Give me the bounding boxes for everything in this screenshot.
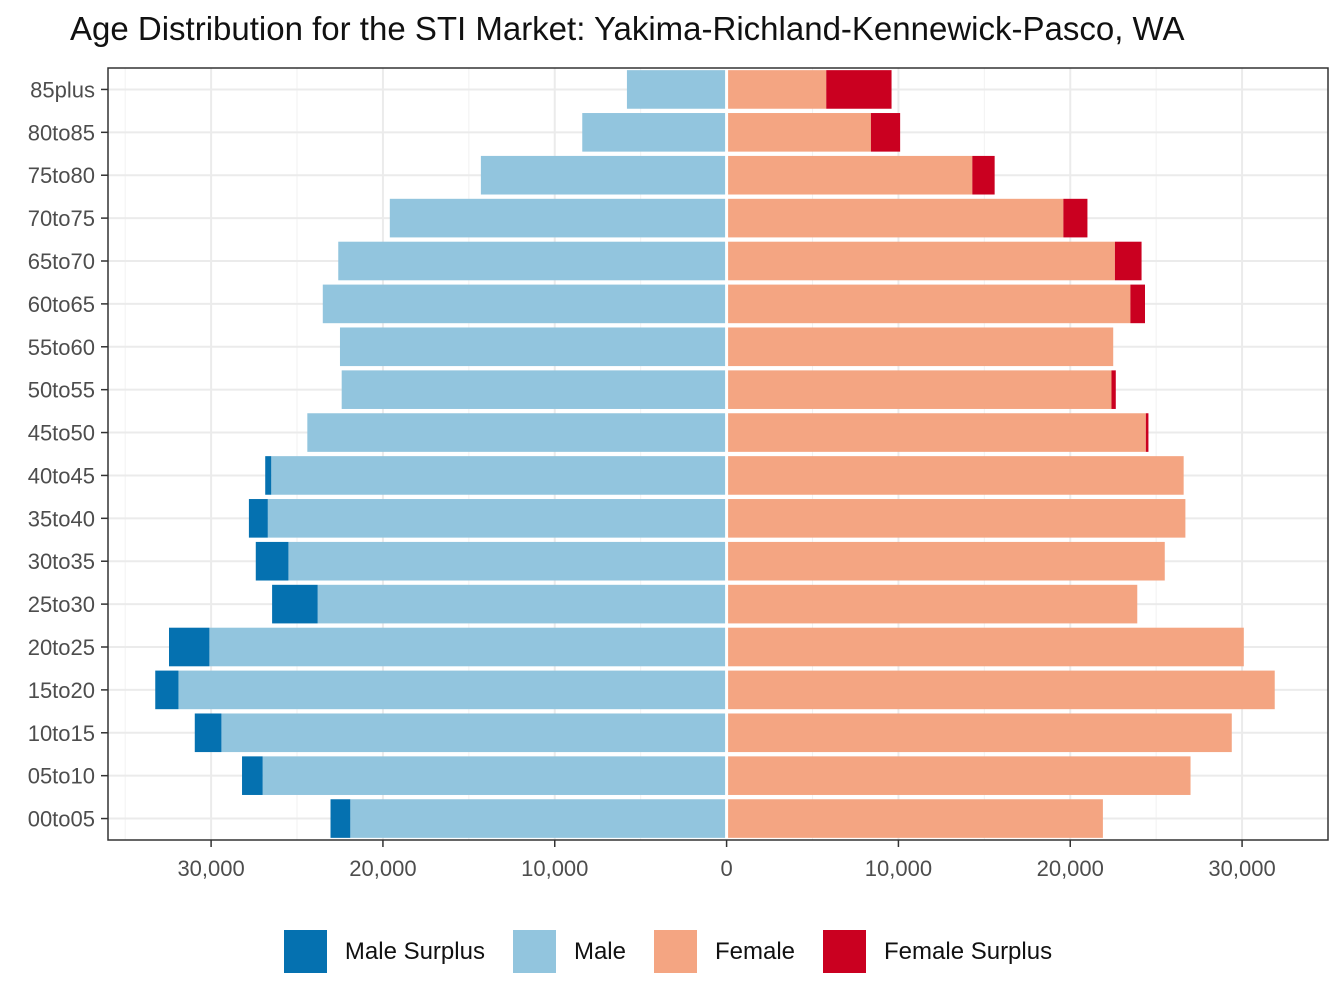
bar-female-surplus [870,113,901,152]
bar-male-surplus [272,584,318,624]
y-tick-label: 80to85 [28,120,95,145]
bar-male-surplus [255,541,289,581]
bar-male [288,541,727,581]
y-tick-label: 45to50 [28,421,95,446]
x-tick-label: 10,000 [521,856,588,881]
bar-male-surplus [248,499,268,538]
legend-item: Male [512,930,634,973]
bar-female [726,198,1064,238]
bar-female [726,456,1184,495]
bar-male [262,756,727,795]
legend-label: Female Surplus [884,937,1053,965]
legend-swatch [653,930,697,973]
bar-male [221,713,727,753]
legend-item: Female Surplus [823,930,1060,973]
bar-female [726,541,1165,581]
y-tick-label: 30to35 [28,549,95,574]
y-tick-label: 70to75 [28,206,95,231]
legend-swatch [823,930,867,973]
y-tick-label: 35to40 [28,506,95,531]
axes: 00to05 05to10 10to15 15to20 20to25 25to30 30to… [28,67,1329,881]
legend-swatch [512,930,556,973]
bar-male [322,284,727,324]
y-tick-label: 55to60 [28,335,95,360]
legend-item: Female [653,930,803,973]
bar-male [271,456,727,495]
x-tick-label: 10,000 [865,856,932,881]
bar-female [726,499,1186,538]
plot-panel [108,68,1328,840]
bar-female [726,756,1191,795]
bar-male-surplus [169,627,210,667]
y-tick-label: 25to30 [28,592,95,617]
bar-female [726,413,1146,452]
bar-female-surplus [1114,241,1142,281]
legend-item: Male Surplus [283,930,493,973]
y-tick-label: 60to65 [28,292,95,317]
y-tick-label: 05to10 [28,764,95,789]
y-tick-label: 00to05 [28,807,95,832]
bar-female-surplus [1111,370,1116,409]
bar-female [726,713,1232,753]
bar-male [178,670,727,710]
bar-female-surplus [1145,413,1149,452]
bar-female [726,284,1131,324]
bar-male [307,413,727,452]
legend-label: Male [573,937,626,965]
bar-male [350,799,727,838]
bar-female [726,799,1103,838]
y-tick-label: 10to15 [28,721,95,746]
bar-female [726,584,1138,624]
bar-male [389,198,727,238]
bar-female-surplus [972,155,995,195]
legend-label: Female [714,937,796,965]
x-tick-label: 30,000 [1208,856,1275,881]
y-tick-label: 50to55 [28,378,95,403]
plot-background [108,68,1328,840]
x-tick-label: 30,000 [177,856,244,881]
y-tick-label: 75to80 [28,163,95,188]
legend-swatch [283,930,327,973]
bar-female [726,627,1244,667]
bar-male [480,155,727,195]
bar-female [726,370,1112,409]
bar-male-surplus [265,456,272,495]
bar-male-surplus [330,799,351,838]
bar-male [267,499,727,538]
bar-female [726,155,973,195]
bar-male-surplus [242,756,263,795]
chart-title: Age Distribution for the STI Market: Yak… [70,10,1185,47]
bar-female-surplus [1130,284,1145,324]
bars [155,68,1275,840]
bar-male [626,70,727,109]
bar-male [209,627,727,667]
bar-female [726,241,1115,281]
y-tick-label: 15to20 [28,678,95,703]
bar-female [726,70,827,109]
bar-male-surplus [194,713,222,753]
bar-male [317,584,727,624]
bar-male-surplus [155,670,179,710]
y-tick-label: 65to70 [28,249,95,274]
bar-female-surplus [1063,198,1088,238]
y-tick-label: 20to25 [28,635,95,660]
bar-female [726,113,871,152]
bar-female [726,327,1114,367]
plot-border [107,67,1329,841]
bar-female-surplus [826,70,892,109]
bar-male [338,241,727,281]
x-tick-label: 0 [720,856,732,881]
bar-male [341,370,727,409]
x-tick-label: 20,000 [349,856,416,881]
legend: Male Surplus Male Female Female Surplus [0,930,1344,973]
y-tick-label: 85plus [30,77,95,102]
legend-label: Male Surplus [344,937,485,965]
bar-male [582,113,727,152]
bar-male [339,327,727,367]
bar-female [726,670,1275,710]
y-tick-label: 40to45 [28,463,95,488]
x-tick-label: 20,000 [1037,856,1104,881]
